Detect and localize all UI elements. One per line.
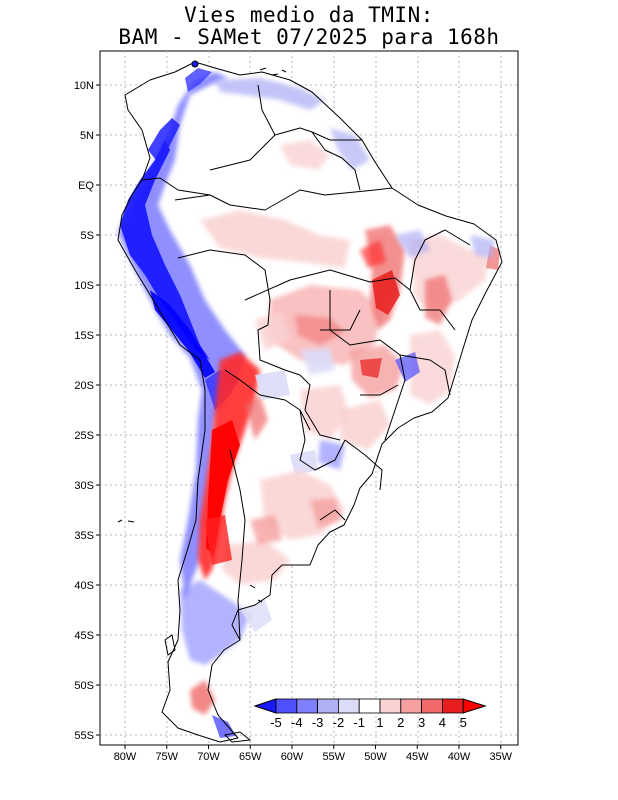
colorbar-label: -3 [312, 715, 324, 730]
colorbar-label: -2 [333, 715, 345, 730]
lat-tick-label: 55S [74, 730, 94, 742]
colorbar-label: -5 [270, 715, 282, 730]
colorbar: -5 -4 -3 -2 -1 1 2 3 4 5 [253, 698, 487, 730]
lat-tick-labels: 10N 5N EQ 5S 10S 15S 20S 25S 30S 35S 40S 45S 50S 55S [74, 80, 100, 742]
colorbar-swatch [317, 698, 339, 714]
colorbar-label: 4 [439, 715, 446, 730]
lon-tick-label: 70W [197, 751, 220, 763]
colorbar-label: 2 [397, 715, 404, 730]
title-line-2: BAM - SAMet 07/2025 para 168h [118, 25, 500, 49]
lat-tick-label: 40S [74, 580, 94, 592]
lon-tick-label: 80W [114, 751, 137, 763]
lon-tick-label: 75W [155, 751, 178, 763]
lat-tick-label: 20S [74, 380, 94, 392]
lat-tick-label: 45S [74, 630, 94, 642]
lon-tick-label: 55W [322, 751, 345, 763]
colorbar-high-arrow [462, 698, 487, 714]
colorbar-swatch [358, 698, 381, 714]
colorbar-label: 1 [376, 715, 383, 730]
lon-tick-label: 65W [239, 751, 262, 763]
title-line-1: Vies medio da TMIN: [184, 3, 434, 27]
lon-tick-label: 60W [281, 751, 304, 763]
lat-tick-label: 15S [74, 330, 94, 342]
colorbar-swatch [441, 698, 464, 714]
lon-tick-label: 45W [406, 751, 429, 763]
colorbar-swatch [275, 698, 298, 714]
colorbar-swatch [379, 698, 402, 714]
islands [117, 60, 287, 743]
colorbar-swatch [296, 698, 318, 714]
lat-tick-label: 10N [74, 80, 94, 92]
lat-tick-label: 25S [74, 430, 94, 442]
colorbar-label: -4 [291, 715, 303, 730]
colorbar-label: 3 [418, 715, 425, 730]
colorbar-label: -1 [353, 715, 365, 730]
lat-tick-label: 5N [80, 130, 94, 142]
lat-tick-label: EQ [78, 180, 94, 192]
lat-tick-label: 5S [81, 230, 94, 242]
lon-tick-labels: 80W 75W 70W 65W 60W 55W 50W 45W 40W 35W [114, 745, 513, 763]
lon-tick-label: 50W [364, 751, 387, 763]
lat-tick-label: 35S [74, 530, 94, 542]
colorbar-label: 5 [460, 715, 467, 730]
colorbar-swatch [400, 698, 422, 714]
colorbar-swatch [337, 698, 360, 714]
colorbar-swatch [421, 698, 443, 714]
lon-tick-label: 40W [448, 751, 471, 763]
country-borders [117, 61, 503, 743]
lat-tick-label: 50S [74, 680, 94, 692]
lat-tick-label: 10S [74, 280, 94, 292]
lon-tick-label: 35W [489, 751, 512, 763]
lat-tick-label: 30S [74, 480, 94, 492]
